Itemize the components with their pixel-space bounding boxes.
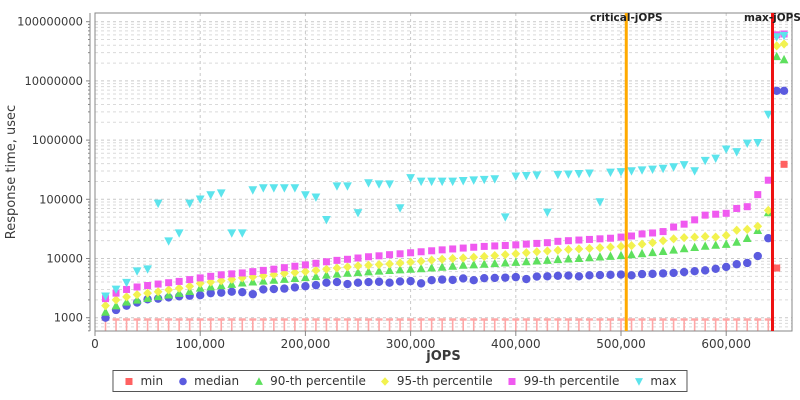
y-axis: 1000 10000 100000 1000000 10000000 100000000 R… [4, 13, 91, 332]
x-axis-title: jOPS [425, 349, 460, 364]
legend-item-min: min [123, 374, 163, 388]
legend-circle-icon [178, 377, 187, 385]
x-tick-label: 0 [91, 337, 99, 351]
y-tick-label: 100000000 [17, 15, 83, 29]
x-tick-label: 300,000 [386, 337, 436, 351]
x-tick-label: 400,000 [491, 337, 541, 351]
x-tick-label: 600,000 [701, 337, 751, 351]
y-tick-label: 10000000 [24, 74, 83, 88]
legend-item-99-th-percentile: 99-th percentile [507, 374, 620, 388]
x-tick-label: 100,000 [175, 337, 225, 351]
chart-legend: min median 90-th percentile 95-th percentil… [112, 370, 688, 392]
legend-square-icon [508, 377, 516, 385]
legend-triangle-up-icon [254, 376, 263, 385]
x-tick-label: 500,000 [596, 337, 646, 351]
legend-item-95-th-percentile: 95-th percentile [380, 374, 493, 388]
legend-label: 95-th percentile [396, 374, 493, 388]
legend-label: min [140, 374, 164, 388]
legend-label: max [650, 374, 677, 388]
y-tick-label: 1000 [54, 311, 83, 325]
critical-jops-line: critical-jOPS [590, 12, 663, 331]
y-axis-title: Response time, usec [4, 105, 19, 239]
legend-label: 90-th percentile [270, 374, 366, 388]
legend-label: median [194, 374, 240, 388]
y-tick-label: 10000 [46, 252, 83, 266]
x-tick-label: 200,000 [281, 337, 331, 351]
plot-border [94, 12, 793, 332]
series-max [101, 31, 789, 301]
annotation-label: critical-jOPS [590, 12, 663, 24]
x-axis: 0 100,000 200,000 300,000 400,000 500,000 600,… [91, 12, 793, 364]
legend-item-90-th-percentile: 90-th percentile [253, 374, 366, 388]
legend-square-icon [125, 377, 133, 385]
annotation-label: max-jOPS [744, 12, 800, 24]
legend-triangle-down-icon [634, 377, 643, 386]
legend-label: 99-th percentile [523, 374, 620, 388]
y-tick-label: 100000 [39, 192, 83, 206]
series-min [102, 160, 788, 331]
y-tick-label: 1000000 [32, 133, 83, 147]
max-jops-line: max-jOPS [744, 12, 800, 331]
legend-diamond-icon [381, 376, 390, 386]
legend-item-max: max [633, 374, 677, 388]
grid [95, 13, 792, 331]
legend-item-median: median [177, 374, 239, 388]
